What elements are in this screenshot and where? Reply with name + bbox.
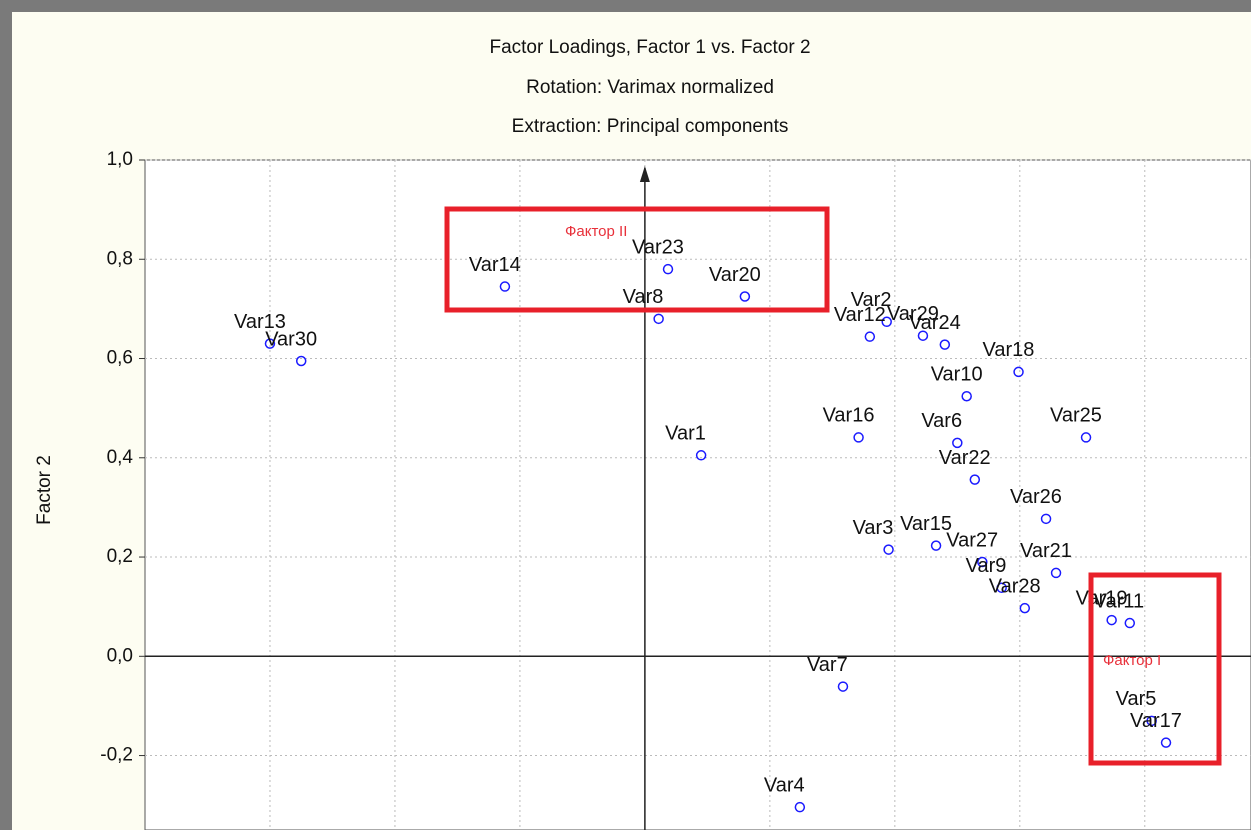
y-tick-label: 1,0 [107,149,133,170]
y-tick-label: 0,0 [107,645,133,666]
point-label: Var3 [853,517,894,539]
point-label: Var15 [900,513,952,535]
y-tick-label: 0,6 [107,348,133,369]
point [653,313,664,325]
point-label: Var17 [1130,710,1182,732]
y-axis-label: Factor 2 [34,455,55,525]
highlight-box [1088,572,1222,766]
point [1013,366,1024,378]
subtitle: Rotation: Varimax normalized [526,77,774,98]
point [295,355,307,367]
point [837,681,849,692]
point-label: Var28 [989,575,1041,597]
point-label: Var7 [807,654,848,676]
point-label: Var14 [469,254,521,276]
annotation: Фактор I [1103,652,1161,669]
point [930,540,942,551]
point-label: Var25 [1050,405,1102,427]
highlight-box [444,206,830,313]
y-tick-label: -0,2 [100,745,133,766]
point [794,801,806,813]
point [881,316,892,328]
point-label: Var24 [909,312,961,334]
subtitle: Extraction: Principal components [512,116,789,137]
point-label: Var30 [265,328,317,350]
plot-area [144,159,1251,830]
point [1160,737,1172,748]
point-label: Var1 [665,423,706,445]
axis-arrow [639,166,650,182]
point-label: Var9 [966,555,1007,577]
point [883,544,894,555]
point [739,291,751,302]
point-label: Var22 [939,447,991,469]
point-label: Var29 [887,303,939,325]
point [969,474,981,485]
point [1124,617,1136,629]
point [977,556,988,568]
point [952,437,963,449]
point-label: Var11 [1094,590,1144,612]
y-tick-label: 0,4 [107,447,134,468]
point [864,331,876,342]
point [1050,567,1062,579]
point [499,281,511,292]
point-label: Var23 [632,236,684,258]
point-label: Var6 [921,410,962,432]
point-label: Var8 [623,286,664,308]
point-label: Var4 [764,774,805,796]
point [1146,715,1157,727]
point [1106,614,1117,626]
point-label: Var12 [834,304,886,326]
point-label: Var20 [709,264,761,286]
chart-title: Factor Loadings, Factor 1 vs. Factor 2 [489,37,810,58]
point-label: Var10 [931,364,983,386]
point-label: Var13 [234,311,286,333]
point [939,339,951,350]
point-label: Var18 [983,339,1035,361]
point-label: Var2 [851,289,892,311]
y-tick-label: 0,8 [107,248,133,269]
point [917,330,929,341]
point-label: Var21 [1020,540,1072,562]
point [1040,513,1052,525]
point [264,338,276,349]
annotation: Фактор II [565,223,627,240]
point [1080,432,1092,443]
point-label: Var27 [946,529,998,551]
y-tick-label: 0,2 [107,546,133,567]
point [1019,602,1031,614]
point-label: Var5 [1116,688,1157,710]
point [695,450,707,461]
point-label: Var16 [823,405,875,427]
point-label: Var26 [1010,486,1062,508]
point [853,432,864,443]
point [996,582,1007,594]
point [662,263,674,275]
point [961,390,972,402]
